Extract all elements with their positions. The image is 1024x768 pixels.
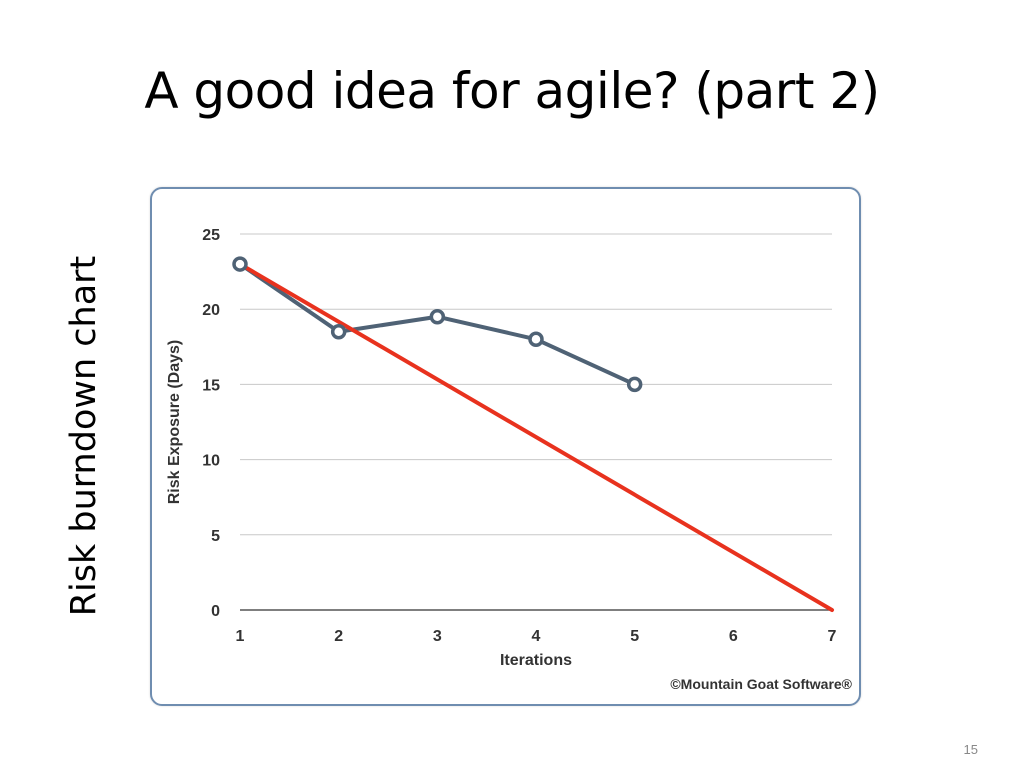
- y-tick-label: 25: [202, 227, 220, 244]
- x-axis-title: Iterations: [500, 652, 572, 669]
- y-tick-label: 20: [202, 302, 220, 319]
- side-label: Risk burndown chart: [64, 255, 104, 617]
- y-tick-label: 10: [202, 453, 220, 470]
- data-point: [330, 324, 347, 340]
- x-tick-label: 2: [334, 628, 343, 645]
- x-tick-label: 1: [236, 628, 245, 645]
- x-tick-label: 3: [433, 628, 442, 645]
- series-lines: [232, 256, 834, 612]
- data-point: [528, 331, 544, 348]
- y-tick-label: 0: [211, 603, 220, 620]
- x-tick-label: 5: [630, 628, 639, 645]
- x-tick-label: 6: [729, 628, 738, 645]
- x-tick-label: 7: [828, 628, 837, 645]
- grid-lines: [240, 233, 832, 611]
- target-burndown-line: [238, 262, 834, 612]
- y-tick-label: 15: [202, 377, 220, 394]
- y-tick-labels: 0 5 10 15 20 25: [202, 227, 220, 620]
- x-tick-label: 4: [532, 628, 541, 645]
- copyright-annotation: ©Mountain Goat Software®: [670, 676, 852, 692]
- page-number: 15: [963, 742, 978, 757]
- data-point: [626, 376, 643, 393]
- y-tick-label: 5: [211, 528, 220, 545]
- x-tick-labels: 1 2 3 4 5 6 7: [236, 628, 837, 645]
- y-axis-title: Risk Exposure (Days): [166, 340, 183, 505]
- slide-title: A good idea for agile? (part 2): [144, 62, 880, 120]
- data-point: [429, 308, 446, 325]
- data-point: [232, 256, 248, 272]
